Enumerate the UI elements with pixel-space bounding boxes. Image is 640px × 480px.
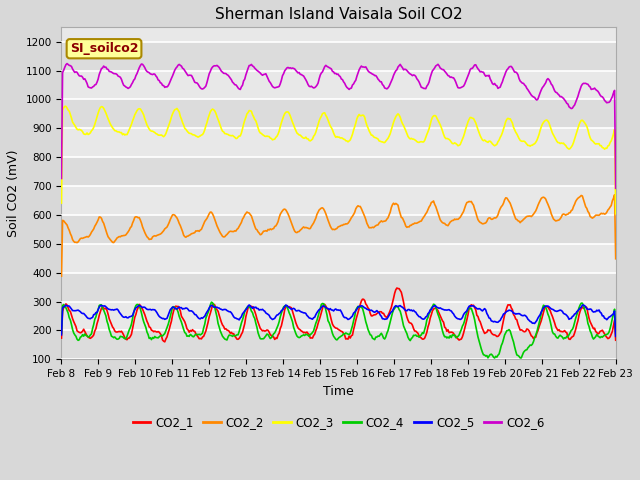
CO2_1 bbox=[601, 331, 609, 337]
CO2_6 bbox=[358, 64, 366, 70]
CO2_5 bbox=[513, 311, 521, 317]
Bar bbox=[61, 244, 616, 273]
Line: CO2_2: CO2_2 bbox=[61, 195, 616, 276]
CO2_5 bbox=[58, 332, 65, 338]
CO2_6 bbox=[388, 76, 396, 82]
Bar bbox=[61, 42, 616, 71]
CO2_4 bbox=[388, 310, 396, 316]
CO2_1 bbox=[322, 303, 330, 309]
CO2_4 bbox=[612, 331, 620, 336]
CO2_2 bbox=[358, 206, 365, 212]
CO2_1 bbox=[612, 337, 620, 343]
Line: CO2_5: CO2_5 bbox=[61, 305, 616, 336]
CO2_2 bbox=[321, 208, 328, 214]
Bar bbox=[61, 273, 616, 301]
CO2_3 bbox=[600, 145, 607, 151]
CO2_1 bbox=[514, 321, 522, 327]
Bar bbox=[61, 186, 616, 215]
Line: CO2_4: CO2_4 bbox=[61, 302, 616, 358]
Bar bbox=[61, 157, 616, 186]
Bar bbox=[61, 215, 616, 244]
Line: CO2_1: CO2_1 bbox=[61, 288, 616, 342]
Bar bbox=[61, 128, 616, 157]
Line: CO2_3: CO2_3 bbox=[61, 107, 616, 214]
CO2_4 bbox=[514, 353, 522, 359]
CO2_6 bbox=[58, 176, 65, 181]
CO2_3 bbox=[325, 120, 333, 126]
CO2_6 bbox=[612, 185, 620, 191]
Bar bbox=[61, 71, 616, 99]
CO2_3 bbox=[388, 123, 396, 129]
CO2_3 bbox=[513, 131, 521, 137]
CO2_4 bbox=[207, 300, 215, 305]
CO2_3 bbox=[612, 211, 620, 216]
CO2_6 bbox=[322, 62, 330, 68]
CO2_2 bbox=[611, 192, 618, 198]
CO2_1 bbox=[161, 339, 168, 345]
CO2_5 bbox=[325, 307, 333, 312]
CO2_5 bbox=[358, 303, 366, 309]
Bar bbox=[61, 301, 616, 331]
CO2_4 bbox=[491, 355, 499, 361]
CO2_4 bbox=[322, 307, 330, 313]
Text: SI_soilco2: SI_soilco2 bbox=[70, 42, 138, 55]
CO2_1 bbox=[358, 296, 366, 302]
CO2_1 bbox=[388, 300, 396, 306]
Legend: CO2_1, CO2_2, CO2_3, CO2_4, CO2_5, CO2_6: CO2_1, CO2_2, CO2_3, CO2_4, CO2_5, CO2_6 bbox=[128, 412, 549, 434]
CO2_5 bbox=[600, 313, 607, 319]
Y-axis label: Soil CO2 (mV): Soil CO2 (mV) bbox=[7, 150, 20, 237]
CO2_2 bbox=[324, 217, 332, 223]
CO2_6 bbox=[63, 60, 71, 66]
CO2_2 bbox=[58, 273, 65, 279]
Title: Sherman Island Vaisala Soil CO2: Sherman Island Vaisala Soil CO2 bbox=[215, 7, 462, 22]
CO2_5 bbox=[245, 302, 253, 308]
CO2_2 bbox=[598, 211, 606, 216]
CO2_3 bbox=[62, 104, 70, 109]
CO2_4 bbox=[601, 332, 609, 338]
Line: CO2_6: CO2_6 bbox=[61, 63, 616, 188]
CO2_1 bbox=[325, 309, 333, 314]
CO2_1 bbox=[393, 285, 401, 291]
CO2_5 bbox=[612, 334, 620, 339]
CO2_4 bbox=[325, 320, 333, 325]
CO2_5 bbox=[388, 308, 396, 314]
CO2_2 bbox=[512, 216, 520, 222]
CO2_2 bbox=[387, 204, 395, 210]
CO2_2 bbox=[612, 256, 620, 262]
CO2_6 bbox=[325, 64, 333, 70]
CO2_6 bbox=[600, 96, 607, 101]
CO2_4 bbox=[58, 330, 65, 336]
CO2_4 bbox=[358, 305, 366, 311]
CO2_6 bbox=[513, 70, 521, 76]
X-axis label: Time: Time bbox=[323, 384, 354, 397]
Bar bbox=[61, 331, 616, 360]
CO2_3 bbox=[322, 112, 330, 118]
CO2_3 bbox=[358, 112, 366, 118]
CO2_3 bbox=[58, 200, 65, 206]
CO2_5 bbox=[322, 304, 330, 310]
Bar bbox=[61, 99, 616, 128]
CO2_1 bbox=[58, 335, 65, 341]
